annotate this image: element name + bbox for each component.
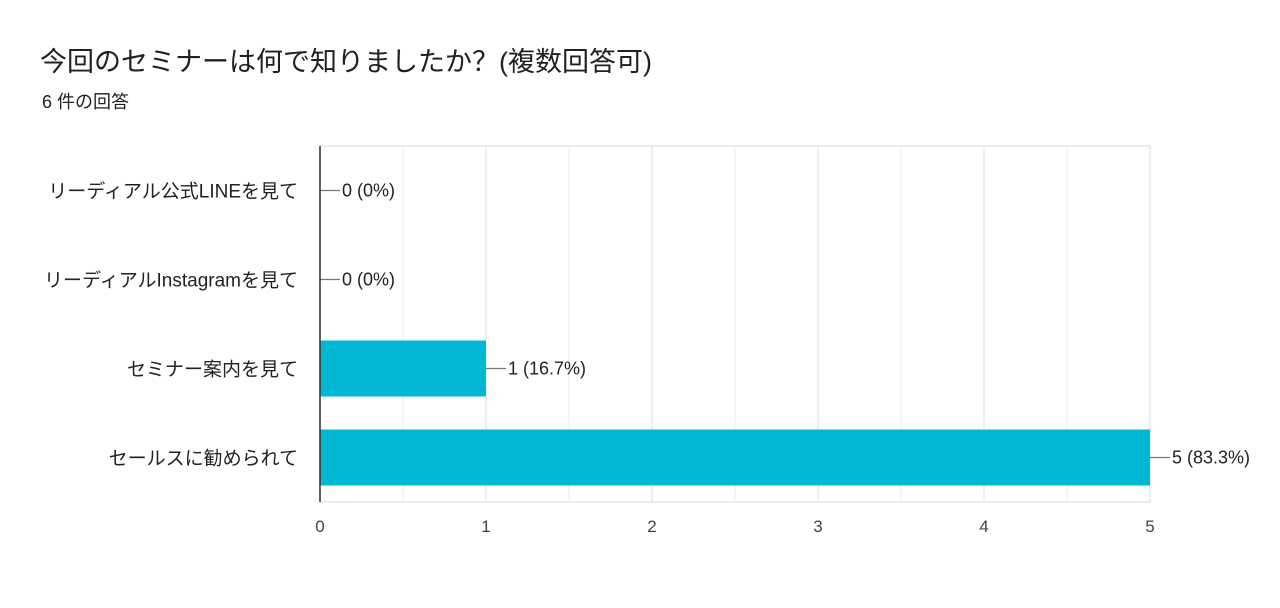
bar[interactable] bbox=[320, 429, 1150, 486]
value-labels: 0 (0%) 0 (0%) 1 (16.7%) 5 (83.3%) bbox=[320, 181, 1250, 468]
x-tick-label: 1 bbox=[481, 517, 490, 536]
bar[interactable] bbox=[320, 340, 486, 397]
value-label: 0 (0%) bbox=[342, 270, 395, 290]
chart-title: 今回のセミナーは何で知りましたか？(複数回答可) bbox=[40, 47, 652, 77]
category-labels: リーディアル公式LINEを見てリーディアルInstagramを見てセミナー案内を… bbox=[44, 181, 298, 470]
category-label: リーディアル公式LINEを見て bbox=[48, 181, 298, 203]
x-tick-label: 0 bbox=[315, 517, 324, 536]
x-tick-label: 2 bbox=[647, 517, 656, 536]
category-label: セールスに勧められて bbox=[109, 448, 298, 470]
value-label: 0 (0%) bbox=[342, 181, 395, 201]
value-label: 1 (16.7%) bbox=[508, 359, 586, 379]
category-label: セミナー案内を見て bbox=[127, 359, 298, 381]
x-tick-label: 5 bbox=[1145, 517, 1154, 536]
response-count: 6 件の回答 bbox=[42, 92, 130, 112]
x-tick-label: 3 bbox=[813, 517, 822, 536]
x-tick-label: 4 bbox=[979, 517, 988, 536]
x-tick-labels: 0 1 2 3 4 5 bbox=[315, 517, 1154, 536]
bars bbox=[320, 340, 1150, 486]
category-label: リーディアルInstagramを見て bbox=[44, 270, 298, 292]
value-label: 5 (83.3%) bbox=[1172, 448, 1250, 468]
